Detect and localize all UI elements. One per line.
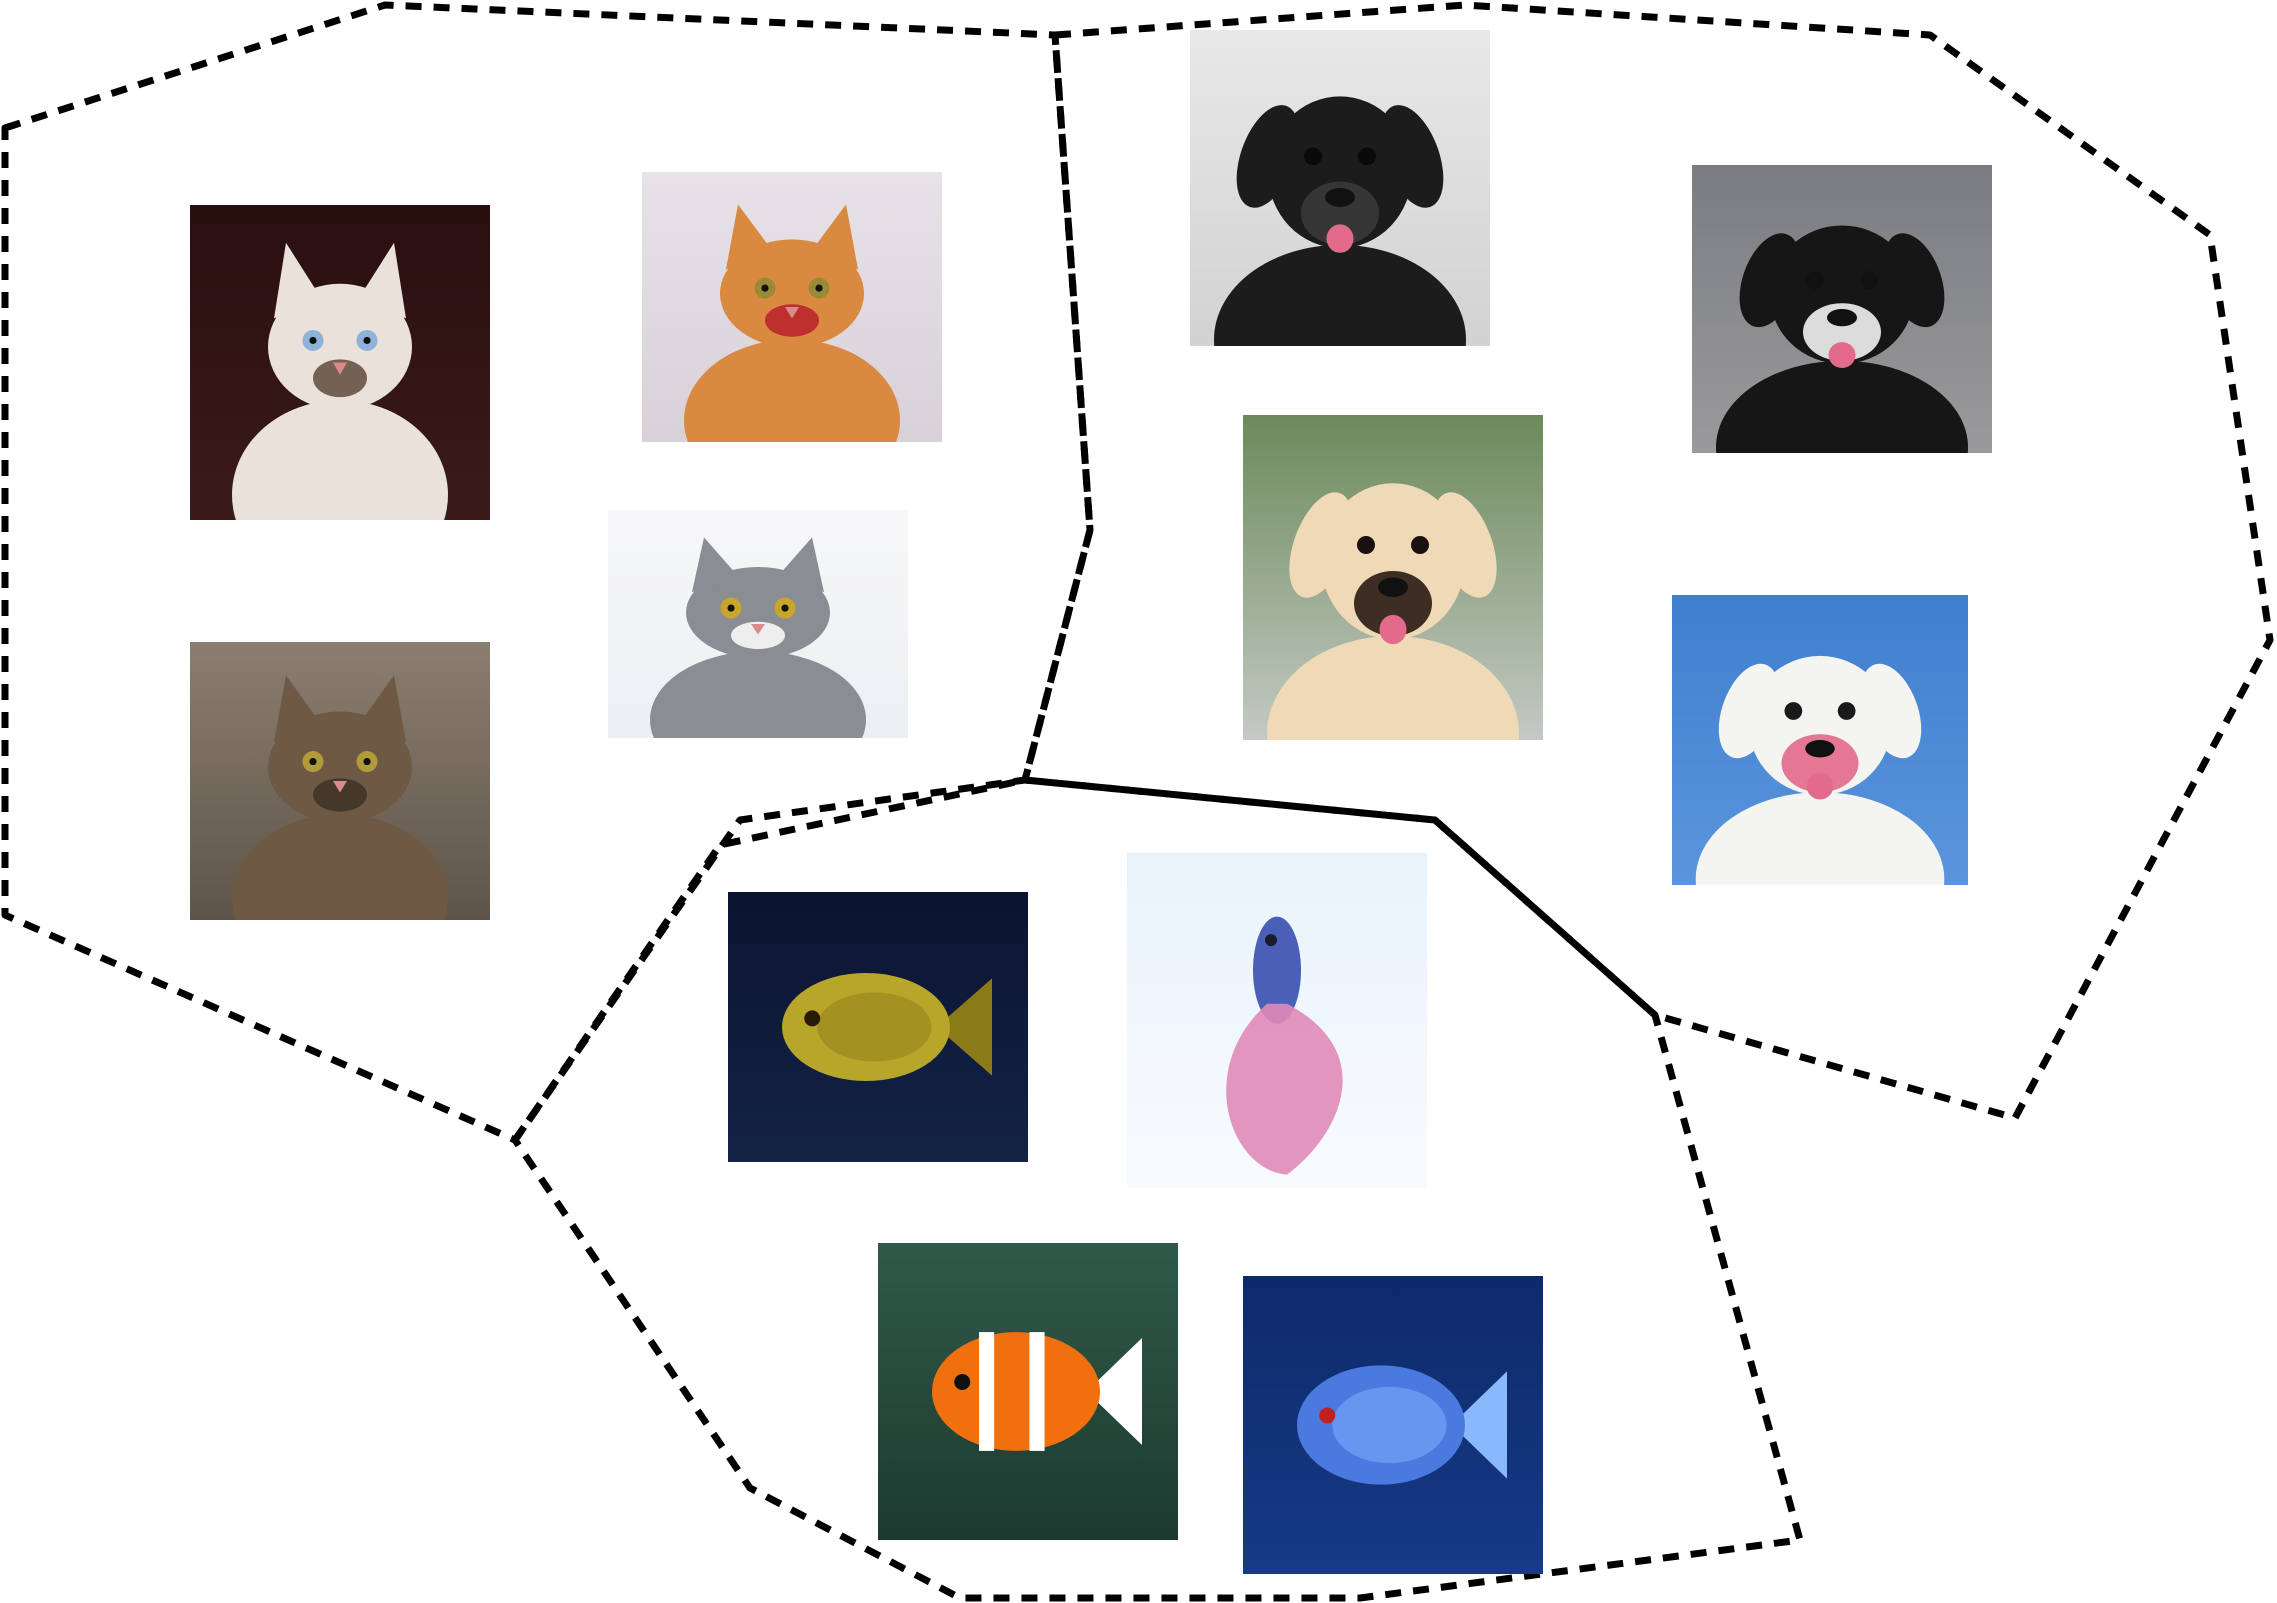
fish-cluster-boundary	[511, 776, 1804, 1602]
cat-cluster	[190, 172, 942, 920]
blue-discus-figure	[1297, 1365, 1507, 1485]
white-kitten-figure	[232, 242, 448, 520]
thumb-border-collie	[1692, 165, 1992, 453]
fish-cluster	[728, 853, 1543, 1574]
golden-retriever-figure	[1267, 483, 1519, 740]
thumb-white-kitten	[190, 205, 490, 520]
thumb-clownfish	[878, 1243, 1178, 1540]
dog-cluster	[1190, 30, 1992, 885]
thumb-black-pug	[1190, 30, 1490, 346]
gray-white-cat-figure	[650, 537, 866, 738]
yellow-cichlid-figure	[782, 973, 992, 1081]
border-collie-figure	[1716, 225, 1968, 453]
thumb-pink-betta	[1127, 853, 1427, 1188]
dog-cluster-boundary	[1021, 1, 2274, 1122]
thumb-blue-discus	[1243, 1276, 1543, 1574]
thumb-orange-tabby-cat	[642, 172, 942, 442]
orange-tabby-cat-figure	[684, 204, 900, 442]
tabby-cat-figure	[232, 675, 448, 920]
thumb-yellow-cichlid	[728, 892, 1028, 1162]
thumb-golden-retriever	[1243, 415, 1543, 740]
black-pug-figure	[1214, 96, 1466, 346]
thumb-tabby-cat	[190, 642, 490, 920]
thumb-white-swiss-shepherd	[1672, 595, 1968, 885]
thumb-gray-white-cat	[608, 510, 908, 738]
pink-betta-figure	[1226, 916, 1343, 1175]
white-swiss-shepherd-figure	[1695, 655, 1945, 885]
clownfish-figure	[932, 1332, 1142, 1451]
